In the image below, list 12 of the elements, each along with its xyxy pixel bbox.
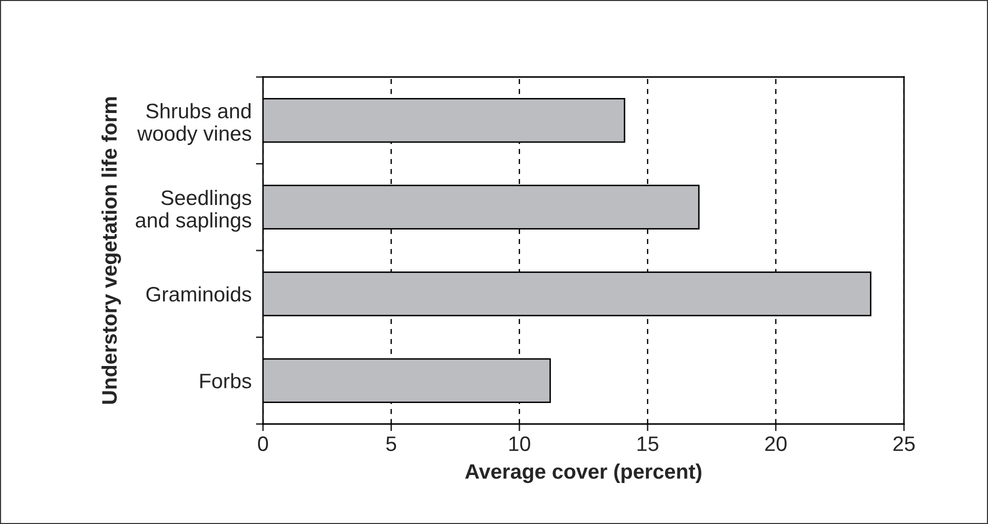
x-tick-label: 25: [893, 436, 915, 452]
x-tick-label: 15: [638, 436, 658, 452]
y-tick-label: Graminoids: [146, 286, 252, 302]
x-tick-label: 0: [258, 436, 268, 452]
y-tick-label: Seedlings and saplings: [136, 190, 252, 232]
x-tick-label: 10: [509, 436, 530, 452]
x-axis-title: Average cover (percent): [465, 464, 702, 484]
x-tick-label: 20: [765, 436, 787, 452]
y-tick-label: Forbs: [200, 373, 252, 388]
y-axis-title: Understory vegetation life form: [102, 97, 122, 404]
x-tick-label: 5: [386, 436, 396, 452]
y-tick-label: Shrubs and woody vines: [137, 103, 252, 145]
